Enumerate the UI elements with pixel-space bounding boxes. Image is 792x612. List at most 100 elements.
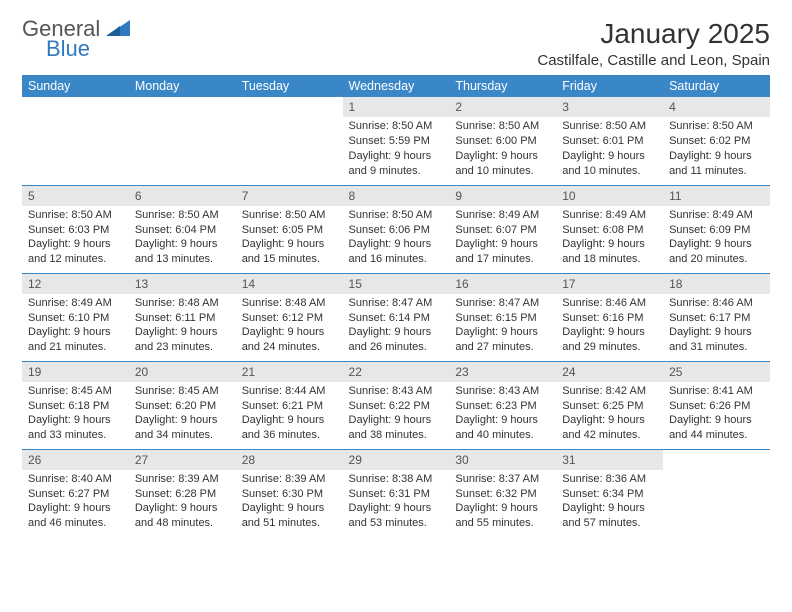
day-sunrise: Sunrise: 8:41 AM [669,384,764,399]
calendar-day-cell: 4Sunrise: 8:50 AMSunset: 6:02 PMDaylight… [663,97,770,185]
calendar-day-cell: 10Sunrise: 8:49 AMSunset: 6:08 PMDayligh… [556,185,663,273]
day-sunrise: Sunrise: 8:46 AM [669,296,764,311]
day-number: 2 [449,97,556,117]
calendar-day-cell: 13Sunrise: 8:48 AMSunset: 6:11 PMDayligh… [129,273,236,361]
day-sunset: Sunset: 6:21 PM [242,399,337,414]
calendar-day-cell [663,449,770,537]
day-number: 14 [236,274,343,294]
calendar-day-cell [129,97,236,185]
calendar-day-cell: 30Sunrise: 8:37 AMSunset: 6:32 PMDayligh… [449,449,556,537]
day-body: Sunrise: 8:45 AMSunset: 6:18 PMDaylight:… [22,382,129,447]
day-sunrise: Sunrise: 8:50 AM [562,119,657,134]
day-daylight: Daylight: 9 hours and 12 minutes. [28,237,123,267]
day-body: Sunrise: 8:46 AMSunset: 6:16 PMDaylight:… [556,294,663,359]
day-daylight: Daylight: 9 hours and 10 minutes. [562,149,657,179]
day-sunrise: Sunrise: 8:49 AM [669,208,764,223]
weekday-header: Thursday [449,75,556,97]
day-sunrise: Sunrise: 8:50 AM [28,208,123,223]
day-daylight: Daylight: 9 hours and 34 minutes. [135,413,230,443]
day-sunrise: Sunrise: 8:50 AM [349,119,444,134]
day-sunset: Sunset: 6:07 PM [455,223,550,238]
day-sunrise: Sunrise: 8:50 AM [242,208,337,223]
day-body: Sunrise: 8:44 AMSunset: 6:21 PMDaylight:… [236,382,343,447]
calendar-day-cell: 20Sunrise: 8:45 AMSunset: 6:20 PMDayligh… [129,361,236,449]
day-sunrise: Sunrise: 8:36 AM [562,472,657,487]
day-sunset: Sunset: 6:17 PM [669,311,764,326]
day-number: 24 [556,362,663,382]
day-body: Sunrise: 8:50 AMSunset: 6:01 PMDaylight:… [556,117,663,182]
weekday-header: Monday [129,75,236,97]
day-number: 3 [556,97,663,117]
calendar-day-cell: 17Sunrise: 8:46 AMSunset: 6:16 PMDayligh… [556,273,663,361]
day-body: Sunrise: 8:48 AMSunset: 6:11 PMDaylight:… [129,294,236,359]
calendar-day-cell [236,97,343,185]
day-sunset: Sunset: 6:10 PM [28,311,123,326]
day-sunset: Sunset: 6:22 PM [349,399,444,414]
day-body: Sunrise: 8:47 AMSunset: 6:14 PMDaylight:… [343,294,450,359]
calendar-day-cell: 19Sunrise: 8:45 AMSunset: 6:18 PMDayligh… [22,361,129,449]
day-number: 26 [22,450,129,470]
day-body: Sunrise: 8:43 AMSunset: 6:23 PMDaylight:… [449,382,556,447]
day-sunrise: Sunrise: 8:50 AM [455,119,550,134]
day-number: 25 [663,362,770,382]
calendar-day-cell: 7Sunrise: 8:50 AMSunset: 6:05 PMDaylight… [236,185,343,273]
day-sunrise: Sunrise: 8:42 AM [562,384,657,399]
calendar-day-cell: 15Sunrise: 8:47 AMSunset: 6:14 PMDayligh… [343,273,450,361]
day-daylight: Daylight: 9 hours and 40 minutes. [455,413,550,443]
day-sunset: Sunset: 6:00 PM [455,134,550,149]
day-sunset: Sunset: 6:16 PM [562,311,657,326]
day-body: Sunrise: 8:46 AMSunset: 6:17 PMDaylight:… [663,294,770,359]
calendar-day-cell: 25Sunrise: 8:41 AMSunset: 6:26 PMDayligh… [663,361,770,449]
day-sunset: Sunset: 6:15 PM [455,311,550,326]
brand-line2: Blue [46,38,130,60]
day-number: 22 [343,362,450,382]
day-body: Sunrise: 8:48 AMSunset: 6:12 PMDaylight:… [236,294,343,359]
day-sunrise: Sunrise: 8:47 AM [455,296,550,311]
day-body: Sunrise: 8:50 AMSunset: 6:04 PMDaylight:… [129,206,236,271]
day-number: 20 [129,362,236,382]
weekday-header: Wednesday [343,75,450,97]
day-sunset: Sunset: 6:02 PM [669,134,764,149]
day-sunset: Sunset: 6:31 PM [349,487,444,502]
day-body: Sunrise: 8:50 AMSunset: 5:59 PMDaylight:… [343,117,450,182]
calendar-day-cell: 29Sunrise: 8:38 AMSunset: 6:31 PMDayligh… [343,449,450,537]
calendar-head: SundayMondayTuesdayWednesdayThursdayFrid… [22,75,770,97]
calendar-day-cell: 2Sunrise: 8:50 AMSunset: 6:00 PMDaylight… [449,97,556,185]
day-sunset: Sunset: 6:30 PM [242,487,337,502]
day-sunset: Sunset: 6:04 PM [135,223,230,238]
calendar-day-cell: 22Sunrise: 8:43 AMSunset: 6:22 PMDayligh… [343,361,450,449]
day-sunset: Sunset: 6:09 PM [669,223,764,238]
day-sunset: Sunset: 6:27 PM [28,487,123,502]
day-sunset: Sunset: 6:11 PM [135,311,230,326]
day-number: 10 [556,186,663,206]
day-body: Sunrise: 8:43 AMSunset: 6:22 PMDaylight:… [343,382,450,447]
day-body: Sunrise: 8:39 AMSunset: 6:30 PMDaylight:… [236,470,343,535]
calendar-day-cell: 9Sunrise: 8:49 AMSunset: 6:07 PMDaylight… [449,185,556,273]
weekday-header: Sunday [22,75,129,97]
day-sunset: Sunset: 6:18 PM [28,399,123,414]
day-number: 6 [129,186,236,206]
calendar-week: 5Sunrise: 8:50 AMSunset: 6:03 PMDaylight… [22,185,770,273]
day-number: 7 [236,186,343,206]
calendar-day-cell: 24Sunrise: 8:42 AMSunset: 6:25 PMDayligh… [556,361,663,449]
day-sunrise: Sunrise: 8:48 AM [135,296,230,311]
day-sunrise: Sunrise: 8:43 AM [455,384,550,399]
day-sunrise: Sunrise: 8:49 AM [28,296,123,311]
calendar-day-cell: 6Sunrise: 8:50 AMSunset: 6:04 PMDaylight… [129,185,236,273]
day-sunset: Sunset: 6:26 PM [669,399,764,414]
day-number: 4 [663,97,770,117]
day-sunrise: Sunrise: 8:49 AM [562,208,657,223]
calendar-week: 12Sunrise: 8:49 AMSunset: 6:10 PMDayligh… [22,273,770,361]
brand-logo: General Blue [22,18,130,60]
day-daylight: Daylight: 9 hours and 20 minutes. [669,237,764,267]
calendar-day-cell: 26Sunrise: 8:40 AMSunset: 6:27 PMDayligh… [22,449,129,537]
calendar-day-cell: 27Sunrise: 8:39 AMSunset: 6:28 PMDayligh… [129,449,236,537]
day-daylight: Daylight: 9 hours and 51 minutes. [242,501,337,531]
header-bar: General Blue January 2025 Castilfale, Ca… [22,18,770,69]
day-sunrise: Sunrise: 8:43 AM [349,384,444,399]
day-sunrise: Sunrise: 8:50 AM [669,119,764,134]
day-sunset: Sunset: 6:05 PM [242,223,337,238]
day-daylight: Daylight: 9 hours and 53 minutes. [349,501,444,531]
calendar-week: 1Sunrise: 8:50 AMSunset: 5:59 PMDaylight… [22,97,770,185]
day-sunset: Sunset: 6:20 PM [135,399,230,414]
